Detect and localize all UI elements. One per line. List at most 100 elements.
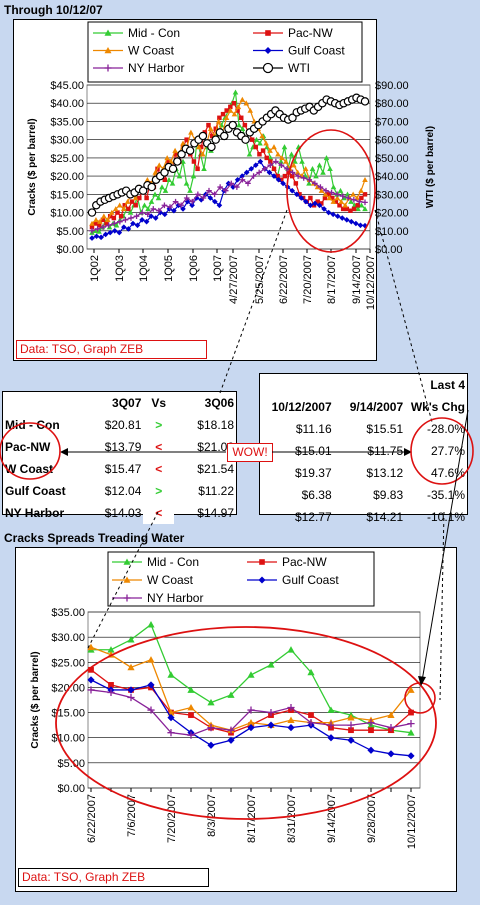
row-vs: >	[143, 480, 175, 502]
bottom-point-gulf-coast	[127, 686, 135, 694]
top-point-w-coast	[227, 107, 234, 113]
top-point-wti	[207, 142, 216, 152]
wow-callout: WOW!	[227, 443, 273, 462]
row-vs: <	[143, 458, 175, 480]
top-point-gulf-coast	[253, 162, 259, 168]
top-point-mid-con	[96, 228, 102, 234]
top-point-gulf-coast	[148, 213, 154, 219]
legend-marker-wti	[262, 62, 274, 74]
top-point-gulf-coast	[134, 222, 141, 229]
top-point-ny-harbor	[250, 173, 257, 179]
bottom-xtick: 9/28/2007	[366, 794, 378, 843]
top-point-pac-nw	[209, 133, 215, 139]
top-point-gulf-coast	[107, 229, 113, 236]
top-point-w-coast	[259, 133, 265, 139]
top-point-pac-nw	[224, 108, 229, 113]
left-table-row: W Coast $15.47 < $21.54	[3, 458, 236, 480]
top-point-gulf-coast	[89, 235, 95, 241]
row-3q07: $12.04	[104, 484, 142, 498]
top-point-pac-nw	[191, 159, 197, 164]
top-point-gulf-coast	[152, 215, 159, 221]
top-point-ny-harbor	[306, 176, 313, 183]
top-point-ny-harbor	[178, 202, 184, 209]
wow-arrowhead-left	[60, 448, 68, 456]
bottom-point-gulf-coast	[147, 681, 155, 689]
top-point-pac-nw	[271, 166, 277, 172]
bottom-xtick: 7/20/2007	[166, 794, 178, 843]
top-point-ny-harbor	[217, 184, 223, 190]
top-point-pac-nw	[289, 173, 295, 179]
legend-marker-pac-nw	[265, 30, 271, 36]
top-point-gulf-coast	[275, 176, 282, 183]
top-y2tick: $50.00	[375, 153, 409, 165]
top-point-gulf-coast	[357, 222, 364, 229]
top-point-wti	[87, 208, 97, 217]
top-point-gulf-coast	[216, 202, 223, 209]
top-point-ny-harbor	[295, 173, 301, 179]
top-point-gulf-coast	[312, 200, 318, 207]
left-table-header: 3Q07 Vs 3Q06	[3, 392, 236, 414]
row-date-a: $12.77	[294, 510, 332, 524]
top-point-pac-nw	[351, 206, 357, 212]
top-point-pac-nw	[133, 203, 138, 208]
top-xtick: 5/25/2007	[254, 255, 266, 304]
bottom-highlight-circle	[404, 682, 436, 714]
bottom-point-ny-harbor	[167, 729, 175, 737]
bottom-point-w-coast	[287, 716, 295, 723]
top-point-mid-con	[309, 166, 316, 172]
top-ytick: $10.00	[50, 208, 84, 220]
top-point-w-coast	[334, 195, 341, 201]
bottom-point-w-coast	[387, 711, 395, 718]
top-point-ny-harbor	[156, 207, 162, 214]
top-y2tick: $80.00	[375, 98, 409, 110]
top-point-gulf-coast	[271, 173, 277, 179]
header-vs: Vs	[143, 392, 175, 414]
bottom-point-ny-harbor	[187, 731, 195, 739]
bottom-point-mid-con	[407, 729, 415, 736]
top-point-w-coast	[124, 198, 131, 204]
top-ylabel: Cracks ($ per barrel)	[27, 118, 38, 215]
top-y2tick: $70.00	[375, 116, 409, 128]
row-date-a: $19.37	[294, 466, 332, 480]
row-name: Mid - Con	[5, 418, 60, 432]
row-name: Pac-NW	[5, 440, 51, 454]
top-point-mid-con	[145, 206, 151, 212]
top-point-pac-nw	[249, 137, 255, 142]
left-table: 3Q07 Vs 3Q06 Mid - Con $20.81 > $18.18 Pa…	[3, 392, 236, 524]
top-point-pac-nw	[359, 195, 364, 201]
top-point-mid-con	[362, 206, 368, 212]
top-point-wti	[211, 135, 220, 144]
top-point-ny-harbor	[234, 184, 240, 190]
top-point-gulf-coast	[293, 191, 300, 198]
bottom-point-pac-nw	[188, 712, 194, 718]
top-point-mid-con	[239, 125, 246, 131]
top-point-gulf-coast	[303, 198, 309, 205]
top-point-w-coast	[132, 195, 139, 201]
bottom-point-w-coast	[347, 714, 355, 721]
top-point-gulf-coast	[344, 217, 350, 223]
top-point-gulf-coast	[334, 213, 341, 219]
top-point-ny-harbor	[273, 158, 279, 165]
top-point-ny-harbor	[172, 198, 179, 205]
top-point-mid-con	[246, 151, 253, 157]
top-point-pac-nw	[129, 199, 135, 204]
top-point-w-coast	[267, 147, 273, 153]
top-point-ny-harbor	[94, 226, 101, 232]
top-y2label: WTI ($ per barrel)	[425, 126, 436, 208]
top-point-pac-nw	[111, 215, 117, 221]
top-point-w-coast	[105, 217, 111, 223]
top-point-gulf-coast	[139, 217, 145, 223]
top-point-ny-harbor	[284, 166, 290, 172]
legend-pac-nw: Pac-NW	[282, 555, 327, 569]
top-ytick: $30.00	[50, 135, 84, 147]
row-date-b: $15.51	[366, 422, 404, 436]
top-point-gulf-coast	[280, 180, 286, 187]
bottom-ytick: $25.00	[51, 657, 85, 669]
bottom-point-mid-con	[127, 636, 135, 643]
right-table-row: $6.38 $9.83 -35.1%	[260, 484, 467, 506]
top-point-pac-nw	[228, 104, 233, 110]
top-point-w-coast	[196, 144, 202, 150]
top-point-wti	[219, 131, 229, 141]
legend-marker-ny-harbor	[104, 64, 112, 72]
top-point-w-coast	[239, 96, 246, 102]
